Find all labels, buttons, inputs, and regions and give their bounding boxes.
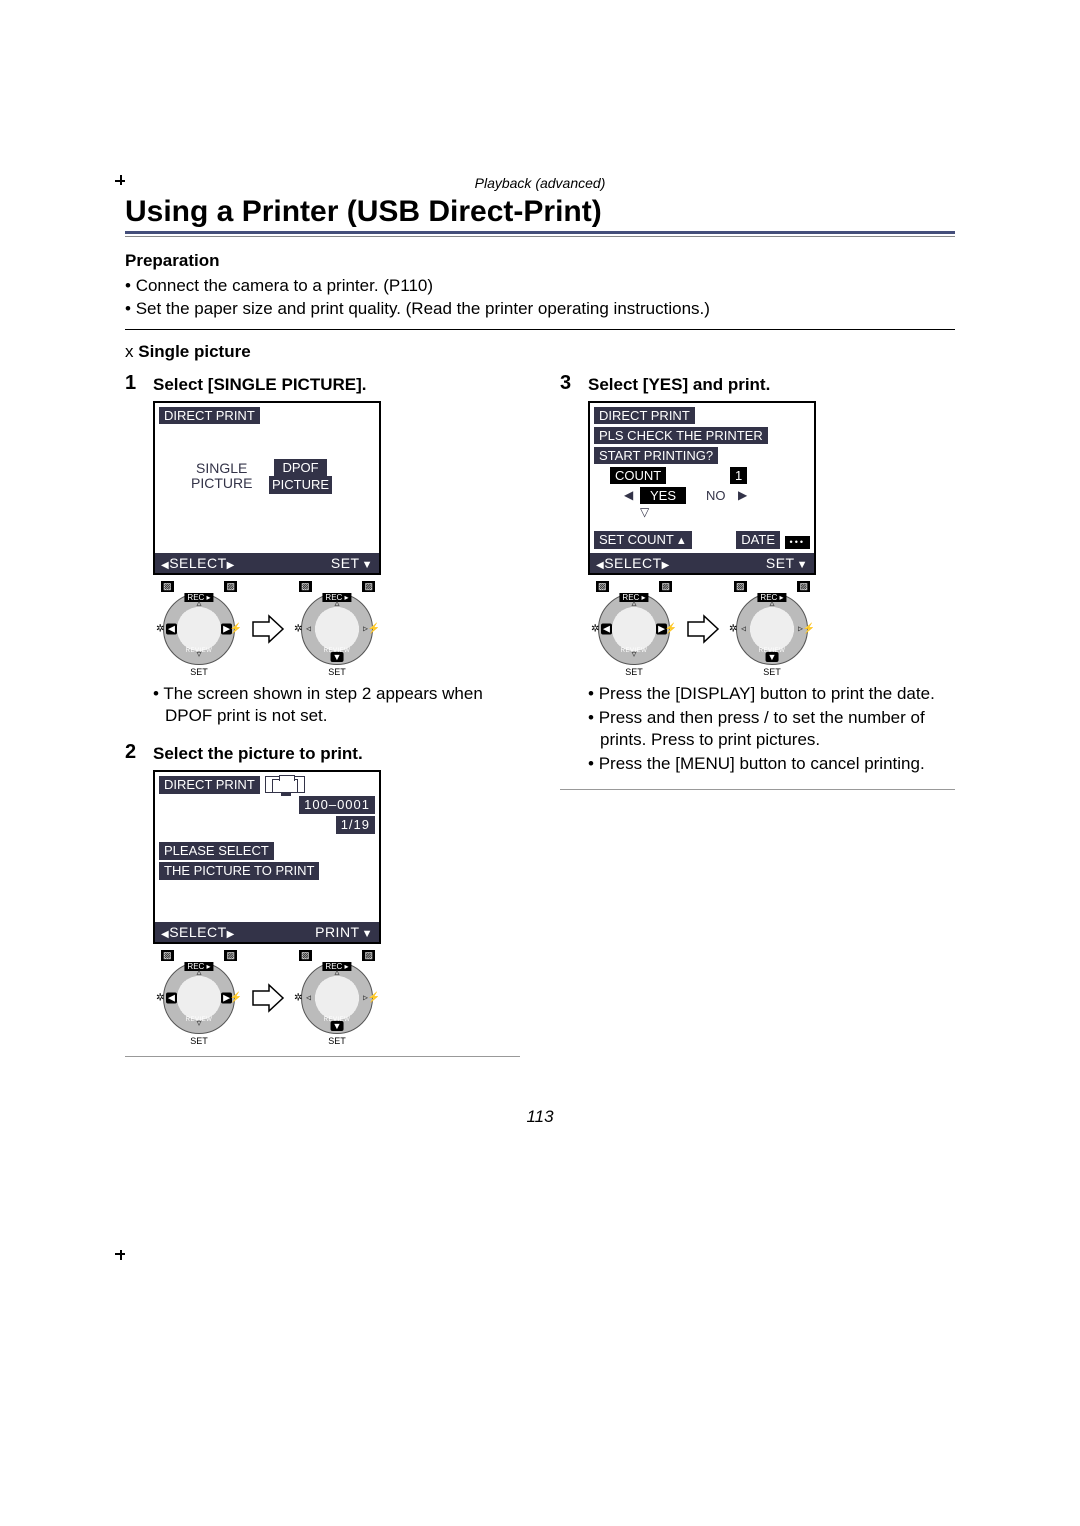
step-1: 1 Select [SINGLE PICTURE]. [125, 372, 520, 395]
dpad-pair: ▨▨ REC ▸ ▵▿ ◀ ▶ ✲⚡ REVIEW SET [590, 581, 955, 677]
lcd-footer-left: SELECT [161, 924, 235, 940]
lcd-msg2: THE PICTURE TO PRINT [159, 862, 319, 880]
lcd-option-dpof-l1: DPOF [274, 459, 326, 477]
triangle-down-icon: ▽ [640, 505, 649, 519]
section-label: x Single picture [125, 342, 955, 362]
note: Press the [DISPLAY] button to print the … [588, 683, 955, 705]
lcd-footer-left: SELECT [596, 555, 670, 571]
lcd-footer: SELECT PRINT [155, 922, 379, 942]
lcd-footer-left: SELECT [161, 555, 235, 571]
print-icon [265, 776, 305, 793]
lcd-no: NO [698, 487, 734, 504]
step-title: Select the picture to print. [153, 741, 363, 764]
lcd-footer: SELECT SET [155, 553, 379, 573]
crop-mark [120, 1250, 122, 1260]
figure-step3: DIRECT PRINT PLS CHECK THE PRINTER START… [588, 401, 955, 677]
lcd-setcount: SET COUNT [594, 531, 692, 549]
prep-item: Connect the camera to a printer. (P110) [125, 275, 955, 298]
step1-notes: The screen shown in step 2 appears when … [125, 683, 520, 727]
divider [125, 329, 955, 330]
lcd-footer-right: PRINT [315, 924, 373, 940]
lcd-screen: DIRECT PRINT 100–0001 1/19 PLEASE SELECT… [153, 770, 381, 944]
dpad-left-hl: ◀ [166, 623, 177, 634]
dpad-right: ▨▨ REC ▸ ▵ ◃▹ ▼ ✲⚡ REVIEW SET [293, 950, 381, 1046]
lcd-count-label: COUNT [610, 467, 666, 485]
lcd-date: DATE [736, 531, 780, 549]
divider [125, 1056, 520, 1057]
step-title: Select [SINGLE PICTURE]. [153, 372, 366, 395]
note: Press the [MENU] button to cancel printi… [588, 753, 955, 775]
section-marker: x [125, 342, 134, 361]
triangle-right-icon: ▶ [738, 488, 747, 502]
lcd-screen: DIRECT PRINT PLS CHECK THE PRINTER START… [588, 401, 816, 575]
page-title: Using a Printer (USB Direct-Print) [125, 195, 955, 229]
dpad-right: ▨▨ REC ▸ ▵ ◃▹ ▼ ✲⚡ REVIEW SET [728, 581, 816, 677]
left-column: 1 Select [SINGLE PICTURE]. DIRECT PRINT … [125, 372, 520, 1067]
lcd-footer-right: SET [766, 555, 808, 571]
dpad-left: ▨▨ REC ▸ ▵▿ ◀ ▶ ✲⚡ REVIEW SET [590, 581, 678, 677]
lcd-file-no: 100–0001 [299, 796, 375, 814]
prep-item: Set the paper size and print quality. (R… [125, 298, 955, 321]
breadcrumb: Playback (advanced) [125, 175, 955, 191]
preparation-heading: Preparation [125, 251, 955, 271]
lcd-count-val: 1 [730, 467, 747, 485]
lcd-yes: YES [640, 487, 686, 505]
lcd-dots: ••• [785, 536, 810, 549]
dpad-set-label: SET [293, 667, 381, 677]
lcd-option-single-l2: PICTURE [191, 476, 252, 491]
step-number: 1 [125, 372, 143, 395]
lcd-option-single-l1: SINGLE [191, 461, 252, 476]
figure-step1: DIRECT PRINT SINGLE PICTURE DPOF PICTURE… [153, 401, 520, 677]
lcd-line2: START PRINTING? [594, 447, 718, 465]
note: Press and then press / to set the number… [588, 707, 955, 751]
dpad-pair: ▨▨ REC ▸ ▵▿ ◀ ▶ ✲⚡ REVIEW SET [155, 581, 520, 677]
figure-step2: DIRECT PRINT 100–0001 1/19 PLEASE SELECT… [153, 770, 520, 1046]
title-rule [125, 231, 955, 237]
page-number: 113 [125, 1107, 955, 1127]
step-number: 2 [125, 741, 143, 764]
lcd-title: DIRECT PRINT [159, 776, 260, 794]
step-title: Select [YES] and print. [588, 372, 770, 395]
right-column: 3 Select [YES] and print. DIRECT PRINT P… [560, 372, 955, 1067]
arrow-icon [686, 614, 720, 644]
divider [560, 789, 955, 790]
step-number: 3 [560, 372, 578, 395]
lcd-title: DIRECT PRINT [594, 407, 695, 425]
step3-notes: Press the [DISPLAY] button to print the … [560, 683, 955, 775]
arrow-icon [251, 614, 285, 644]
section-name: Single picture [138, 342, 250, 361]
step-2: 2 Select the picture to print. [125, 741, 520, 764]
preparation-list: Connect the camera to a printer. (P110) … [125, 275, 955, 321]
triangle-left-icon: ◀ [624, 488, 633, 502]
dpad-left: ▨▨ REC ▸ ▵▿ ◀ ▶ ✲⚡ REVIEW SET [155, 581, 243, 677]
dpad-pair: ▨▨ REC ▸ ▵▿ ◀ ▶ ✲⚡ REVIEW SET [155, 950, 520, 1046]
step-3: 3 Select [YES] and print. [560, 372, 955, 395]
lcd-option-dpof-l2: PICTURE [269, 476, 332, 494]
crop-mark [120, 175, 122, 185]
note: The screen shown in step 2 appears when … [153, 683, 520, 727]
lcd-title: DIRECT PRINT [159, 407, 260, 425]
dpad-set-label: SET [155, 667, 243, 677]
dpad-right: ▨▨ REC ▸ ▵ ◃▹ ▼ ✲⚡ REVIEW SET [293, 581, 381, 677]
lcd-counter: 1/19 [336, 816, 375, 834]
lcd-line1: PLS CHECK THE PRINTER [594, 427, 768, 445]
lcd-footer-right: SET [331, 555, 373, 571]
lcd-screen: DIRECT PRINT SINGLE PICTURE DPOF PICTURE… [153, 401, 381, 575]
dpad-left: ▨▨ REC ▸ ▵▿ ◀ ▶ ✲⚡ REVIEW SET [155, 950, 243, 1046]
lcd-msg1: PLEASE SELECT [159, 842, 274, 860]
lcd-footer: SELECT SET [590, 553, 814, 573]
arrow-icon [251, 983, 285, 1013]
